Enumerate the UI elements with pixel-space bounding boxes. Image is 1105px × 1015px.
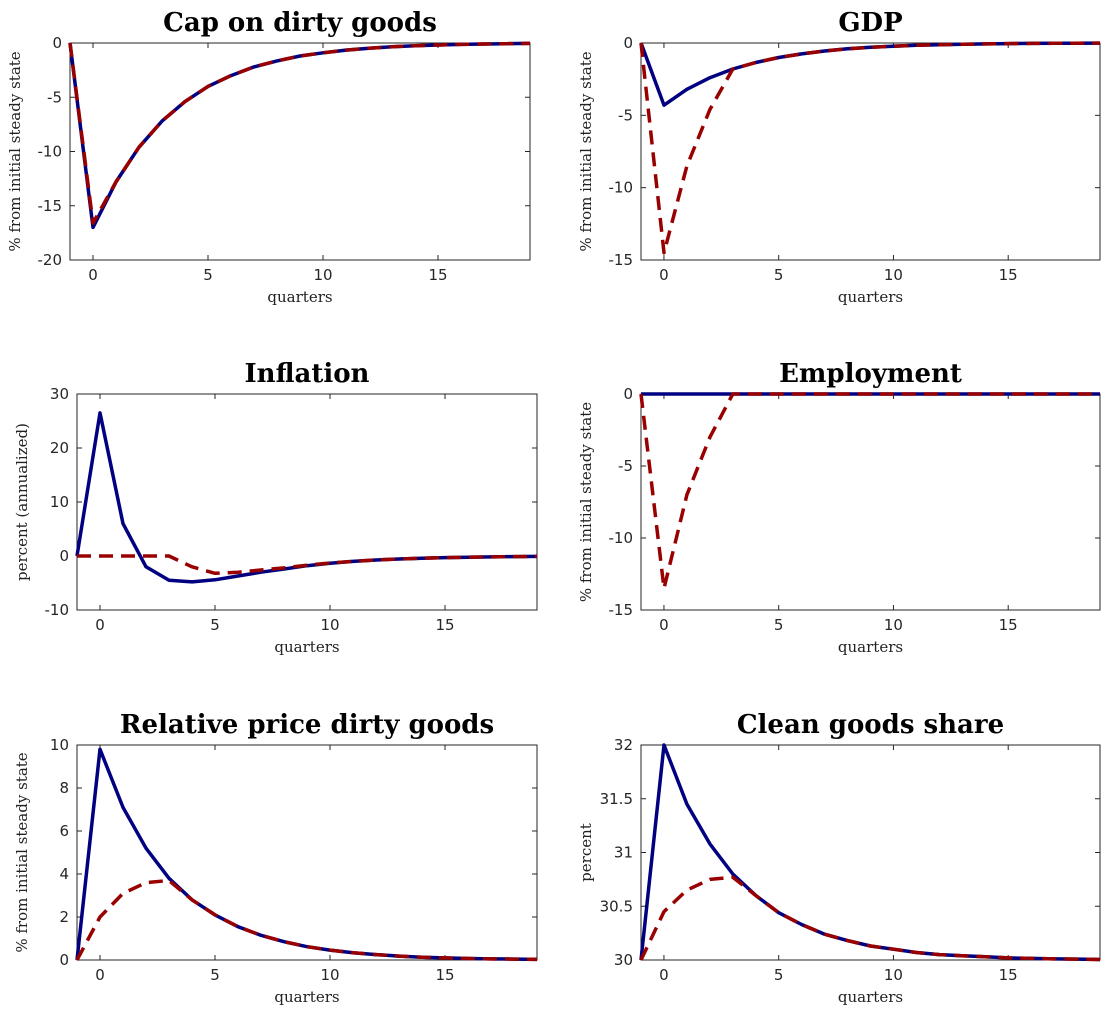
- x-tick-label: 15: [999, 616, 1018, 634]
- x-tick-label: 10: [884, 616, 903, 634]
- y-tick-label: -10: [38, 143, 63, 161]
- y-tick-label: 8: [59, 779, 69, 797]
- panel-relative-price-dirty-goods: 0 5 10 15 0 2 4 6 8 10 Relative price dirty goods q…: [13, 710, 538, 1006]
- y-tick-label: -5: [47, 88, 62, 106]
- panel-employment: 0 5 10 15 -15 -10 -5 0 Employment quarters % from …: [577, 359, 1101, 656]
- y-tick-label: 30.5: [600, 897, 633, 915]
- series-line-dashed: [77, 554, 538, 576]
- axes-frame: [640, 744, 1101, 961]
- y-tick-label: -15: [609, 601, 634, 619]
- x-tick-label: 10: [884, 266, 903, 284]
- y-axis-label: percent (annualized): [13, 423, 31, 581]
- x-axis-label: quarters: [274, 988, 339, 1006]
- x-tick-label: 0: [95, 966, 105, 984]
- axes-frame: [69, 42, 531, 261]
- y-tick-label: 30: [50, 385, 69, 403]
- axes-frame: [640, 42, 1101, 261]
- axes-frame: [640, 393, 1101, 611]
- y-axis-label: % from initial steady state: [13, 752, 31, 952]
- y-tick-label: -5: [618, 457, 633, 475]
- y-tick-label: 4: [59, 865, 69, 883]
- y-tick-label: -10: [609, 529, 634, 547]
- x-tick-label: 0: [659, 266, 669, 284]
- series-line-dashed: [639, 875, 1101, 962]
- series-line-dashed: [639, 392, 1100, 591]
- panel-title: Cap on dirty goods: [163, 8, 437, 38]
- panel-title: Clean goods share: [737, 710, 1004, 740]
- y-tick-label: 0: [623, 34, 633, 52]
- x-axis-label: quarters: [274, 638, 339, 656]
- x-axis-label: quarters: [838, 288, 903, 306]
- x-tick-label: 0: [659, 966, 669, 984]
- y-tick-label: 0: [52, 34, 62, 52]
- panel-clean-goods-share: 0 5 10 15 30 30.5 31 31.5 32 Clean goods share qua…: [577, 710, 1101, 1006]
- x-tick-label: 0: [88, 266, 98, 284]
- y-tick-label: -10: [45, 601, 70, 619]
- panel-title: Employment: [779, 359, 962, 389]
- y-tick-label: 0: [623, 385, 633, 403]
- x-tick-label: 15: [428, 266, 447, 284]
- x-tick-label: 10: [313, 266, 332, 284]
- y-tick-label: 31.5: [600, 790, 633, 808]
- x-tick-label: 10: [320, 616, 339, 634]
- y-axis-label: percent: [577, 823, 595, 882]
- series-line-solid: [75, 747, 538, 962]
- x-tick-label: 15: [435, 616, 454, 634]
- y-tick-label: -15: [38, 197, 63, 215]
- y-axis-label: % from initial steady state: [577, 51, 595, 251]
- y-tick-label: 32: [614, 736, 633, 754]
- y-axis-label: % from initial steady state: [577, 402, 595, 602]
- y-tick-label: 10: [50, 493, 69, 511]
- y-tick-label: 6: [59, 822, 69, 840]
- panel-title: Relative price dirty goods: [120, 710, 494, 740]
- x-tick-label: 10: [320, 966, 339, 984]
- panel-gdp: 0 5 10 15 -15 -10 -5 0 GDP quarters % from initial…: [577, 8, 1101, 306]
- y-tick-label: 2: [59, 908, 69, 926]
- x-tick-label: 5: [774, 616, 784, 634]
- panel-title: GDP: [838, 8, 902, 38]
- x-tick-label: 5: [774, 266, 784, 284]
- series-line-solid: [639, 743, 1101, 962]
- x-tick-label: 15: [435, 966, 454, 984]
- x-tick-label: 0: [95, 616, 105, 634]
- y-tick-label: -10: [609, 179, 634, 197]
- axes-frame: [76, 393, 538, 611]
- y-tick-label: 0: [59, 951, 69, 969]
- series-line-solid: [639, 41, 1101, 107]
- x-tick-label: 15: [999, 966, 1018, 984]
- panel-title: Inflation: [245, 359, 370, 389]
- x-tick-label: 10: [884, 966, 903, 984]
- y-tick-label: 10: [50, 736, 69, 754]
- y-axis-label: % from initial steady state: [6, 51, 24, 251]
- y-tick-label: 0: [59, 547, 69, 565]
- x-tick-label: 0: [659, 616, 669, 634]
- series-line-dashed: [68, 41, 531, 225]
- y-tick-label: -5: [618, 106, 633, 124]
- x-tick-label: 5: [210, 616, 220, 634]
- series-line-dashed: [639, 41, 1101, 255]
- y-tick-label: 30: [614, 951, 633, 969]
- y-tick-label: -15: [609, 251, 634, 269]
- x-axis-label: quarters: [838, 638, 903, 656]
- y-tick-label: 31: [614, 844, 633, 862]
- series-line-solid: [68, 41, 531, 230]
- y-tick-label: 20: [50, 439, 69, 457]
- x-axis-label: quarters: [838, 988, 903, 1006]
- x-tick-label: 5: [203, 266, 213, 284]
- x-tick-label: 5: [210, 966, 220, 984]
- y-tick-label: -20: [38, 251, 63, 269]
- x-axis-label: quarters: [267, 288, 332, 306]
- series-line-dashed: [75, 878, 538, 962]
- x-tick-label: 5: [774, 966, 784, 984]
- panel-cap-on-dirty-goods: 0 5 10 15 -20 -15 -10 -5 0 Cap on dirty goods quar…: [6, 8, 531, 306]
- x-tick-label: 15: [999, 266, 1018, 284]
- axes-frame: [76, 744, 538, 961]
- panel-inflation: 0 5 10 15 -10 0 10 20 30 Inflation quarters percent…: [13, 359, 538, 656]
